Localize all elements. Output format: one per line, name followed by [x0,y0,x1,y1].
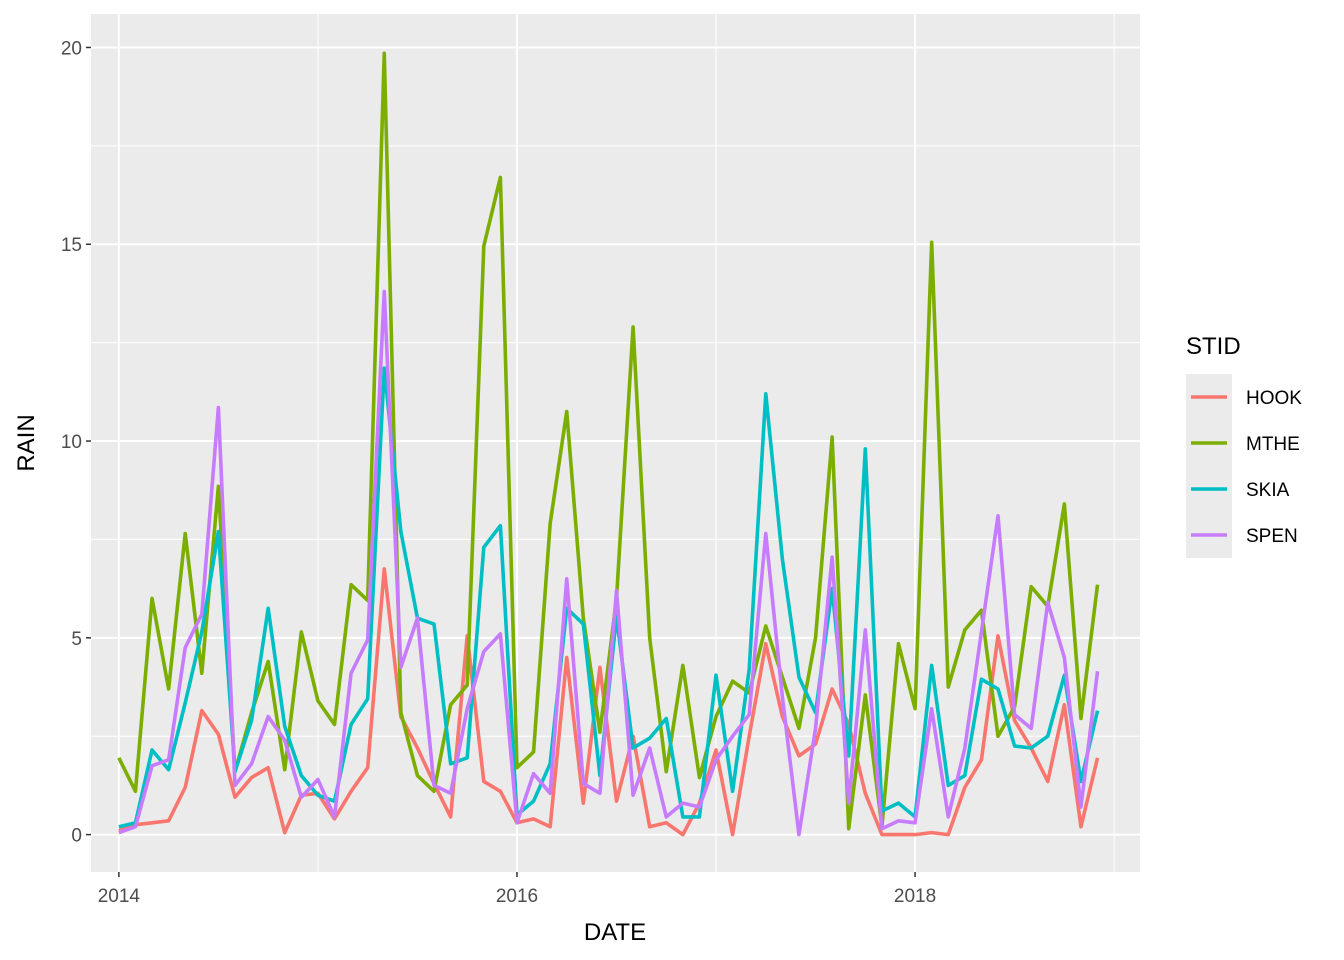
legend-title: STID [1186,333,1241,360]
x-axis-title: DATE [584,919,646,946]
major-gridlines [91,14,1140,872]
x-tick-label: 2014 [98,886,141,907]
x-tick-label: 2016 [496,886,538,907]
legend-item-hook: HOOK [1186,374,1302,420]
legend-label: HOOK [1246,388,1302,409]
series-lines [117,51,1100,837]
x-axis: 2014 2016 2018 [98,872,936,907]
legend: STID HOOK MTHE SKIA SPEN [1186,333,1302,558]
legend-items: HOOK MTHE SKIA SPEN [1186,374,1302,558]
panel-background [91,14,1140,872]
series-line-hook [118,567,1100,837]
legend-label: SPEN [1246,526,1298,547]
y-axis: 0 5 10 15 20 [61,38,91,847]
series-line-spen [118,289,1100,837]
minor-gridlines [91,14,1140,872]
legend-item-skia: SKIA [1186,466,1290,512]
y-tick-label: 5 [71,629,82,650]
legend-item-spen: SPEN [1186,512,1298,558]
y-axis-title: RAIN [13,414,40,471]
y-tick-label: 15 [61,235,82,256]
series-line-mthe [117,51,1100,831]
x-tick-label: 2018 [894,886,936,907]
y-tick-label: 10 [61,432,82,453]
legend-label: MTHE [1246,434,1300,455]
y-tick-label: 0 [71,826,82,847]
legend-label: SKIA [1246,480,1290,501]
y-tick-label: 20 [61,38,82,59]
legend-item-mthe: MTHE [1186,420,1300,466]
